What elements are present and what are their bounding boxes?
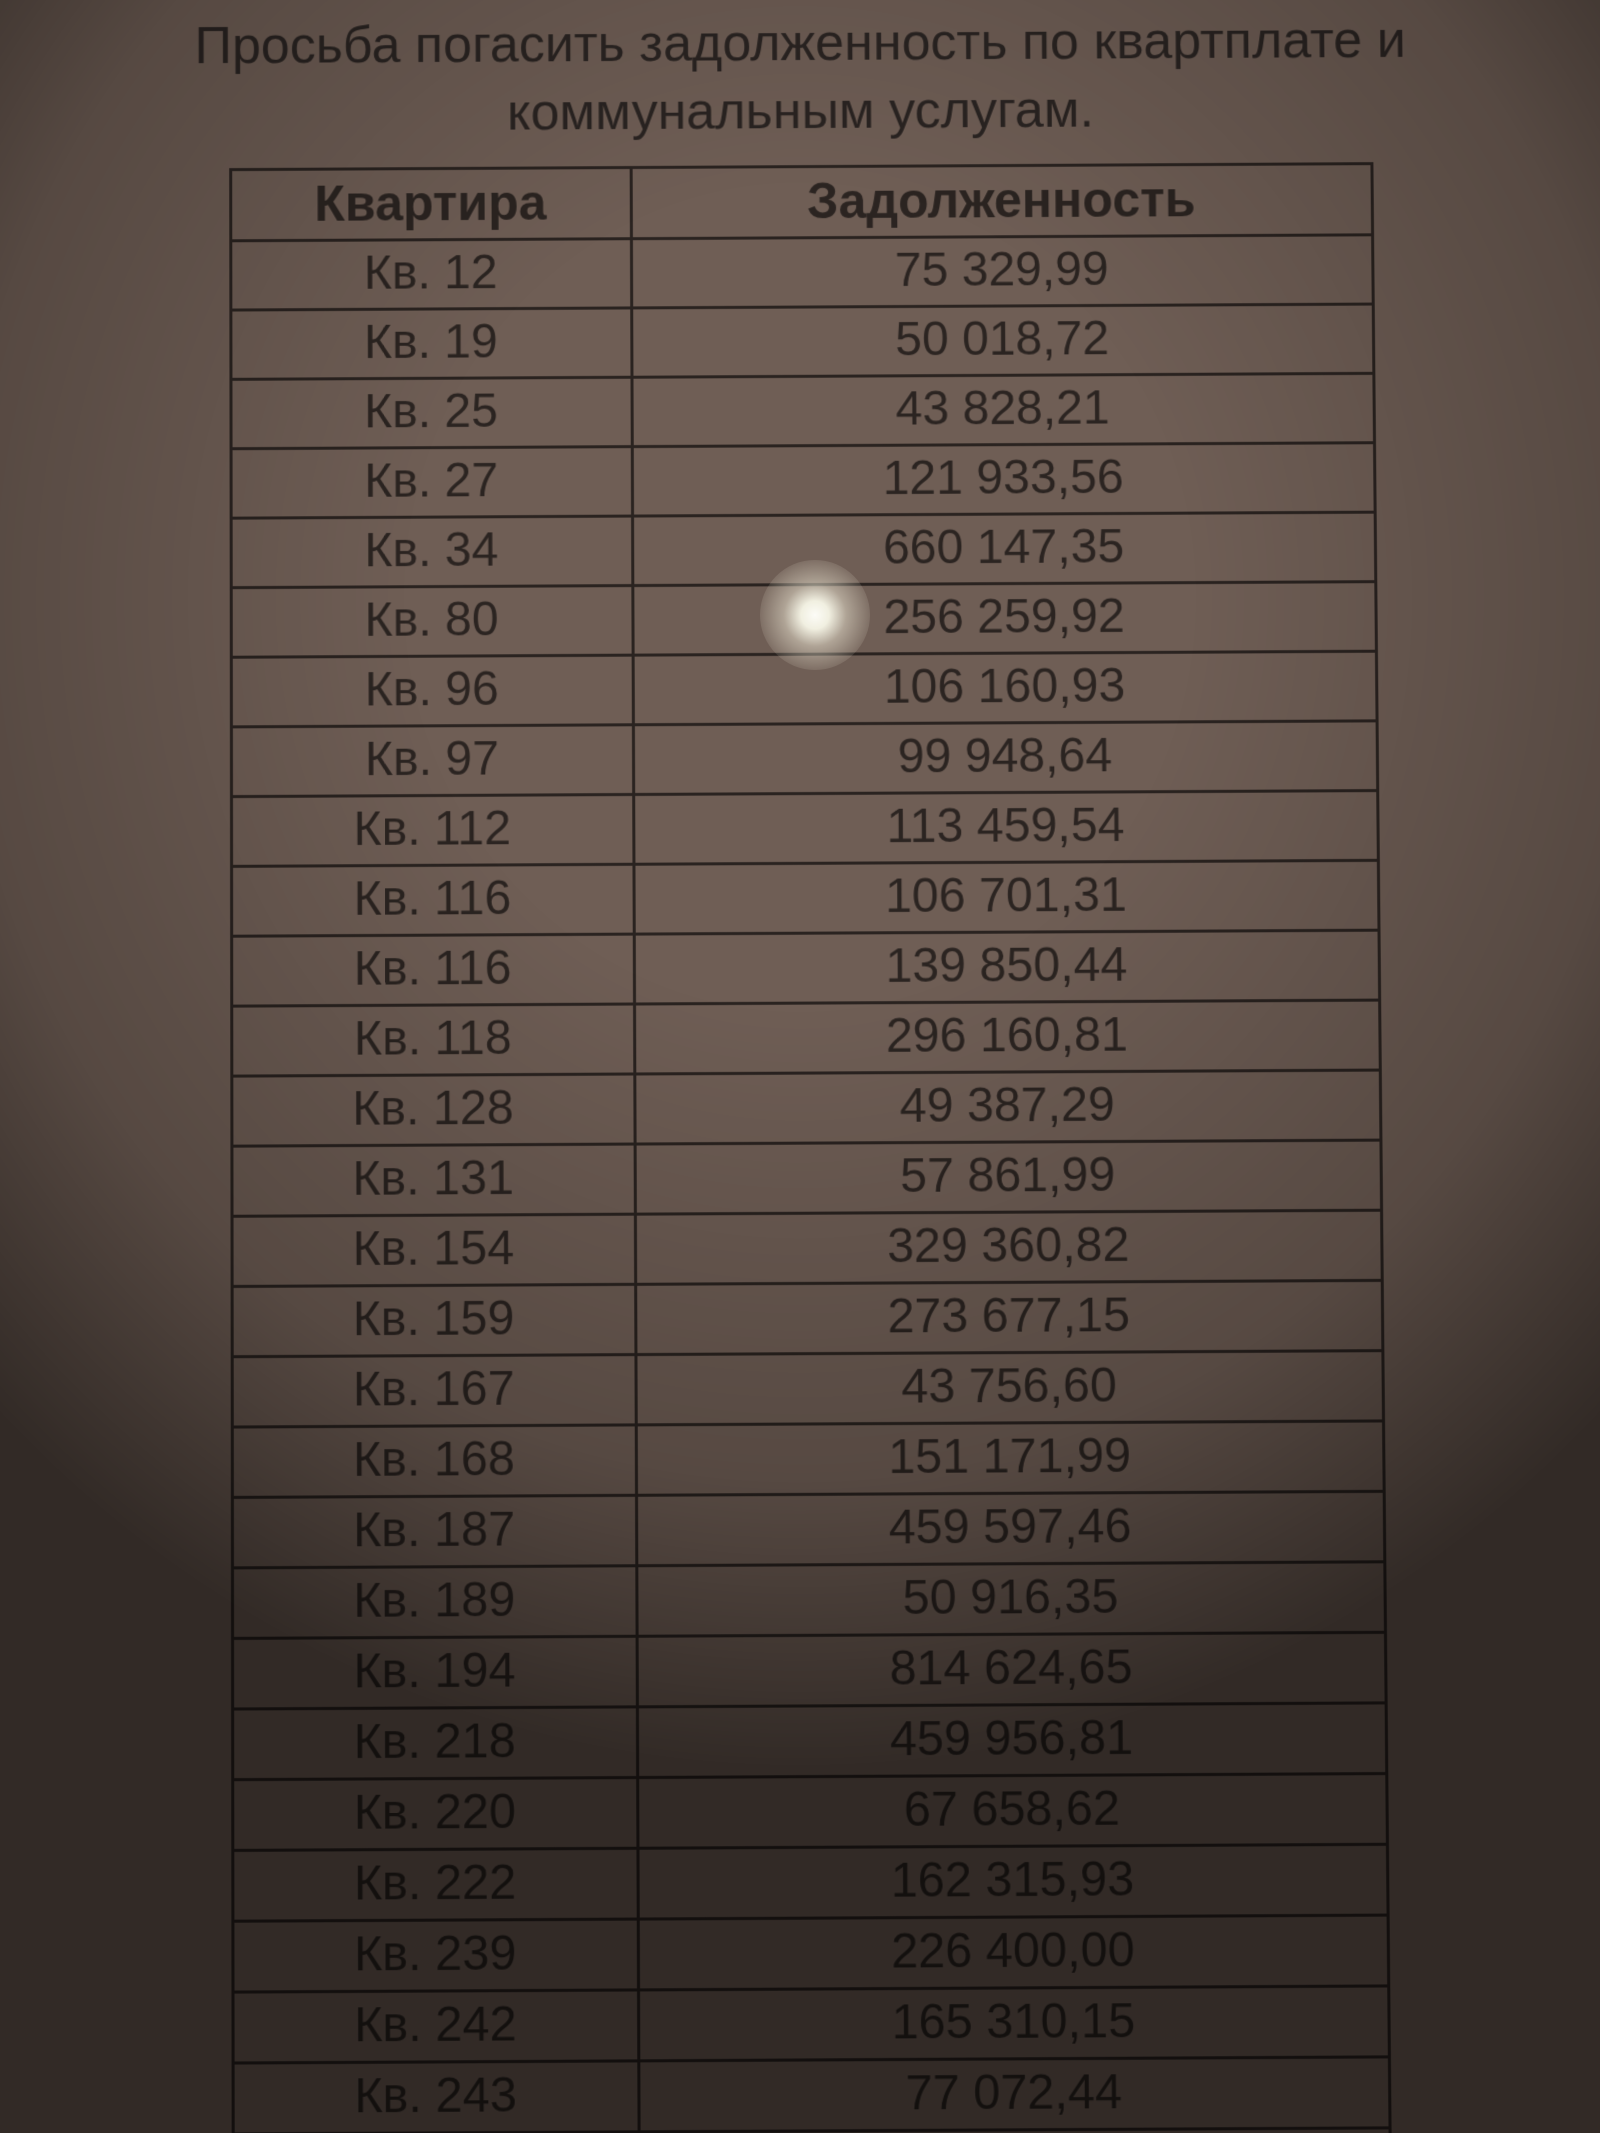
heading-line-2: коммунальным услугам. [507, 80, 1094, 141]
cell-debt: 50 018,72 [631, 304, 1373, 377]
cell-debt: 459 956,81 [637, 1703, 1386, 1778]
table-row: Кв. 242165 310,15 [232, 1986, 1388, 2063]
cell-apartment: Кв. 154 [232, 1214, 636, 1286]
cell-debt: 165 310,15 [638, 1986, 1389, 2061]
table-row: Кв. 116139 850,44 [231, 930, 1379, 1006]
table-row: Кв. 1275 329,99 [230, 235, 1372, 310]
heading-line-1: Просьба погасить задолженность по квартп… [195, 11, 1406, 75]
cell-debt: 151 171,99 [636, 1421, 1384, 1495]
cell-apartment: Кв. 25 [230, 377, 631, 448]
table-row: Кв. 168151 171,99 [232, 1421, 1384, 1497]
table-row: Кв. 112113 459,54 [231, 791, 1378, 867]
cell-apartment: Кв. 12 [230, 239, 631, 310]
table-row: Кв. 22067 658,62 [232, 1774, 1387, 1851]
table-row: Кв. 154329 360,82 [232, 1210, 1382, 1286]
table-row: Кв. 187459 597,46 [232, 1492, 1384, 1569]
table-row: Кв. 34660 147,35 [231, 512, 1376, 588]
cell-debt: 49 387,29 [634, 1070, 1380, 1144]
cell-apartment: Кв. 222 [232, 1848, 637, 1921]
cell-apartment: Кв. 34 [231, 516, 633, 588]
table-row: Кв. 12849 387,29 [231, 1070, 1380, 1146]
table-row: Кв. 118296 160,81 [231, 1000, 1380, 1076]
cell-apartment: Кв. 187 [232, 1495, 636, 1568]
paper-sheet: Просьба погасить задолженность по квартп… [0, 6, 1600, 2133]
table-row: Кв. 13157 861,99 [231, 1140, 1381, 1216]
notice-heading: Просьба погасить задолженность по квартп… [80, 6, 1521, 149]
cell-apartment: Кв. 118 [231, 1004, 634, 1076]
cell-debt: 75 329,99 [631, 235, 1373, 308]
table-row: Кв. 96106 160,93 [231, 651, 1377, 727]
cell-apartment: Кв. 116 [231, 864, 634, 936]
cell-debt: 660 147,35 [632, 512, 1375, 585]
photographic-page: Просьба погасить задолженность по квартп… [0, 0, 1600, 2133]
cell-apartment: Кв. 194 [232, 1636, 637, 1709]
col-header-debt: Задолженность [631, 164, 1372, 239]
debt-table-body: Кв. 1275 329,99Кв. 1950 018,72Кв. 2543 8… [230, 235, 1391, 2133]
cell-debt: 814 624,65 [637, 1633, 1386, 1708]
cell-debt: 113 459,54 [633, 791, 1378, 865]
cell-debt: 459 597,46 [636, 1492, 1384, 1566]
table-row: Кв. 2543 828,21 [230, 374, 1374, 449]
table-row: Кв. 222162 315,93 [232, 1844, 1387, 1921]
table-row: Кв. 24377 072,44 [233, 2057, 1390, 2133]
table-row: Кв. 239226 400,00 [232, 1915, 1388, 1992]
cell-apartment: Кв. 116 [231, 934, 634, 1006]
cell-apartment: Кв. 242 [232, 1990, 638, 2063]
table-row: Кв. 116106 701,31 [231, 861, 1378, 937]
table-header-row: Квартира Задолженность [230, 164, 1372, 241]
table-row: Кв. 16743 756,60 [232, 1351, 1383, 1427]
table-row: Кв. 80256 259,92 [231, 582, 1376, 658]
cell-debt: 50 916,35 [636, 1562, 1385, 1636]
cell-debt: 329 360,82 [635, 1210, 1382, 1284]
cell-debt: 162 315,93 [637, 1844, 1387, 1919]
cell-apartment: Кв. 96 [231, 655, 633, 727]
cell-apartment: Кв. 27 [231, 447, 633, 519]
cell-apartment: Кв. 97 [231, 725, 633, 797]
cell-debt: 57 861,99 [635, 1140, 1381, 1214]
cell-apartment: Кв. 243 [233, 2061, 639, 2133]
cell-debt: 273 677,15 [635, 1281, 1382, 1355]
cell-debt: 226 400,00 [638, 1915, 1388, 1990]
cell-debt: 43 828,21 [631, 374, 1374, 447]
col-header-apartment: Квартира [230, 168, 631, 241]
cell-apartment: Кв. 131 [231, 1144, 634, 1216]
cell-apartment: Кв. 218 [232, 1707, 637, 1780]
table-row: Кв. 27121 933,56 [231, 443, 1375, 518]
cell-debt: 43 756,60 [635, 1351, 1383, 1425]
cell-apartment: Кв. 239 [232, 1919, 638, 1992]
cell-apartment: Кв. 159 [232, 1285, 636, 1357]
table-row: Кв. 1950 018,72 [230, 304, 1373, 379]
cell-debt: 67 658,62 [637, 1774, 1387, 1849]
table-row: Кв. 9799 948,64 [231, 721, 1377, 797]
cell-apartment: Кв. 189 [232, 1566, 637, 1639]
table-row: Кв. 18950 916,35 [232, 1562, 1385, 1639]
cell-debt: 106 701,31 [633, 861, 1378, 935]
cell-debt: 139 850,44 [634, 930, 1379, 1004]
cell-debt: 77 072,44 [638, 2057, 1389, 2132]
cell-apartment: Кв. 128 [231, 1074, 634, 1146]
cell-apartment: Кв. 167 [232, 1355, 636, 1427]
cell-apartment: Кв. 19 [230, 308, 631, 379]
cell-debt: 296 160,81 [634, 1000, 1380, 1074]
debt-table: Квартира Задолженность Кв. 1275 329,99Кв… [229, 162, 1393, 2133]
table-row: Кв. 218459 956,81 [232, 1703, 1386, 1780]
cell-debt: 106 160,93 [633, 651, 1377, 725]
table-row: Кв. 194814 624,65 [232, 1633, 1386, 1710]
cell-apartment: Кв. 168 [232, 1425, 636, 1498]
cell-apartment: Кв. 112 [231, 795, 633, 867]
cell-debt: 256 259,92 [632, 582, 1376, 655]
cell-debt: 121 933,56 [632, 443, 1375, 516]
cell-apartment: Кв. 220 [232, 1778, 637, 1851]
cell-apartment: Кв. 80 [231, 586, 633, 658]
cell-debt: 99 948,64 [633, 721, 1377, 795]
table-row: Кв. 159273 677,15 [232, 1281, 1383, 1357]
